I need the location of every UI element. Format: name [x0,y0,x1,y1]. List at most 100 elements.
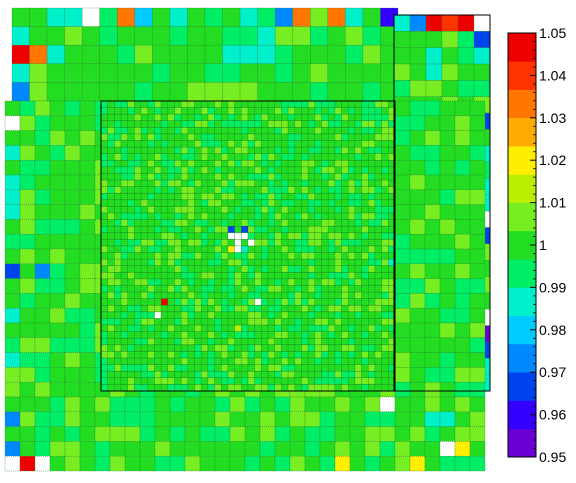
heatmap-cell [127,113,135,122]
heatmap-cell [381,120,389,128]
heatmap-cell [167,318,175,326]
heatmap-cell [368,225,376,234]
heatmap-cell [227,338,235,346]
heatmap-cell [199,426,216,442]
heatmap-cell [160,291,169,299]
heatmap-cell [207,120,215,128]
heatmap-cell [140,278,149,286]
heatmap-cell [341,305,349,313]
heatmap-cell [267,364,275,372]
heatmap-cell [314,357,322,365]
heatmap-cell [227,212,235,220]
heatmap-cell [34,174,51,191]
heatmap-cell [167,364,175,372]
heatmap-cell [368,338,376,346]
heatmap-cell [134,384,142,392]
heatmap-cell [294,245,302,253]
heatmap-cell [327,133,336,141]
heatmap-cell [261,133,269,141]
heatmap-cell [180,272,189,280]
heatmap-cell [214,146,222,154]
heatmap-cell [221,272,229,280]
heatmap-cell [341,133,349,141]
heatmap-cell [160,193,169,201]
heatmap-cell [120,370,128,379]
heatmap-cell [194,199,202,207]
heatmap-cell [261,140,269,148]
heatmap-cell [107,179,115,187]
heatmap-cell [361,265,369,273]
heatmap-cell [314,298,322,306]
heatmap-cell [409,145,426,161]
heatmap-cell [154,127,162,135]
heatmap-cell [49,293,66,309]
heatmap-cell [381,199,389,207]
heatmap-cell [287,100,296,108]
heatmap-cell [160,206,169,214]
heatmap-cell [469,145,486,161]
heatmap-cell [194,324,202,332]
heatmap-cell [254,245,262,253]
heatmap-cell [314,245,322,253]
heatmap-cell [64,145,81,161]
heatmap-cell [234,370,242,379]
heatmap-cell [274,107,282,115]
heatmap-cell [394,396,411,413]
heatmap-cell [274,193,282,201]
heatmap-cell [347,324,356,332]
heatmap-cell [194,186,202,194]
heatmap-cell [127,278,135,286]
heatmap-cell [49,426,66,442]
heatmap-cell [281,186,289,194]
heatmap-cell [274,252,282,260]
heatmap-cell [49,248,66,265]
heatmap-cell [214,357,222,365]
heatmap-cell [439,100,456,117]
heatmap-cell [234,239,242,247]
heatmap-cell [19,411,36,427]
heatmap-cell [154,384,162,392]
heatmap-cell [361,153,369,161]
heatmap-cell [174,364,182,372]
heatmap-cell [174,258,182,267]
heatmap-cell [334,344,342,352]
heatmap-cell [289,426,306,442]
heatmap-cell [394,263,411,279]
heatmap-cell [114,153,122,161]
heatmap-cell [180,370,189,379]
heatmap-cell [134,245,142,253]
heatmap-cell [207,298,215,306]
heatmap-cell [247,160,255,168]
heatmap-cell [341,160,349,168]
heatmap-cell [374,179,382,187]
heatmap-cell [160,166,169,174]
heatmap-cell [287,232,296,240]
heatmap-cell [234,173,242,181]
heatmap-cell [334,113,342,122]
heatmap-cell [154,258,162,267]
heatmap-cell [120,107,128,115]
heatmap-cell [227,272,235,280]
heatmap-cell [227,384,235,392]
heatmap-cell [301,212,309,220]
heatmap-cell [247,245,255,253]
heatmap-cell [261,219,269,227]
heatmap-cell [354,199,362,207]
heatmap-cell [327,166,336,174]
heatmap-cell [124,396,141,413]
heatmap-cell [354,120,362,128]
heatmap-cell [241,331,249,339]
heatmap-cell [227,252,235,260]
heatmap-cell [160,219,169,227]
heatmap-cell [287,384,296,392]
heatmap-cell [267,107,275,115]
heatmap-cell [281,140,289,148]
heatmap-cell [221,120,229,128]
heatmap-cell [334,166,342,174]
heatmap-cell [194,252,202,260]
heatmap-cell [46,26,65,46]
heatmap-cell [327,199,336,207]
heatmap-cell [294,186,302,194]
heatmap-cell [314,199,322,207]
heatmap-cell [79,455,96,472]
